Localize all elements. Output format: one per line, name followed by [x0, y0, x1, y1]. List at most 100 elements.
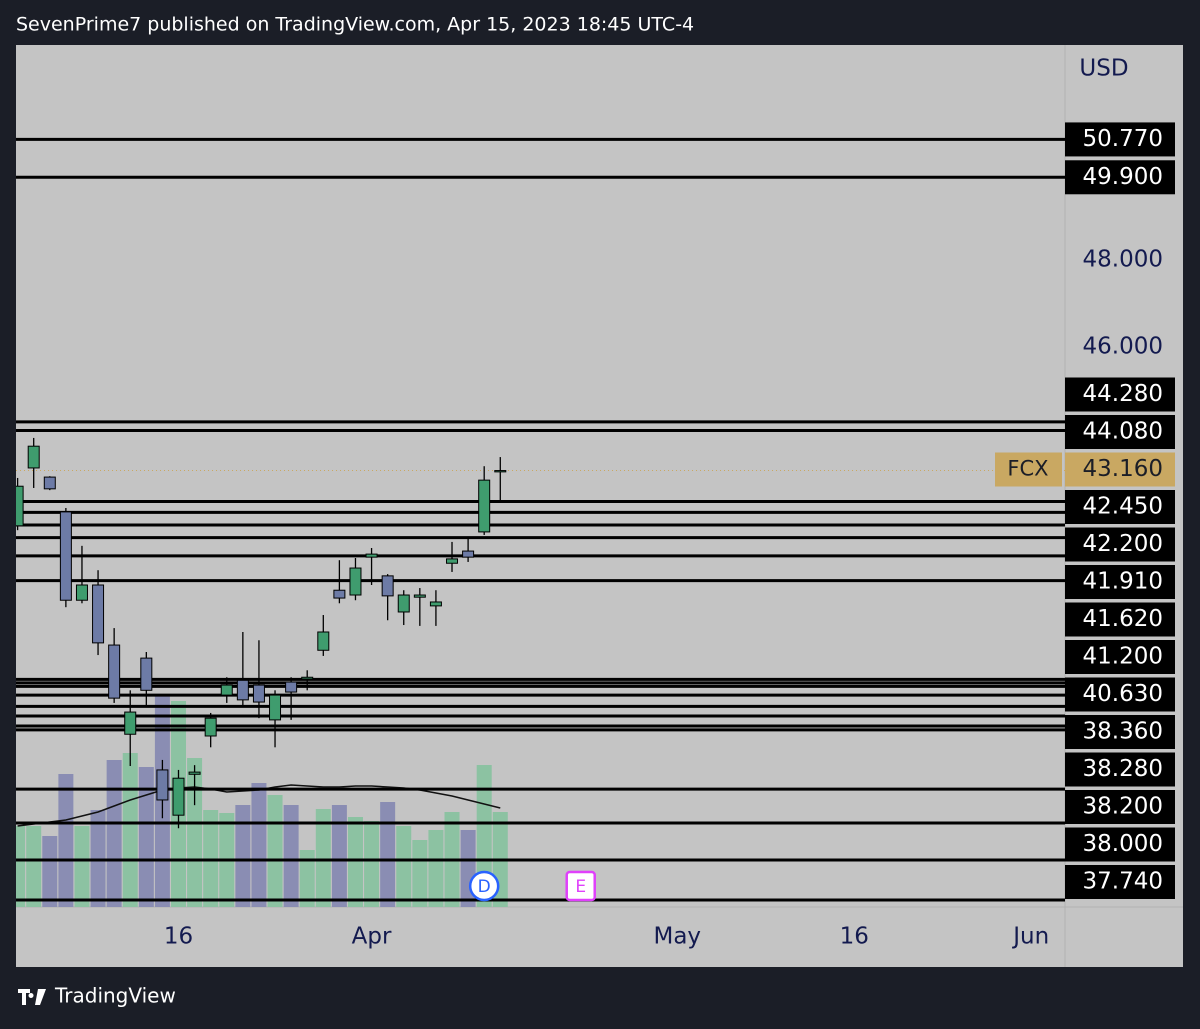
- plot-area: [16, 137, 1065, 907]
- currency-label: USD: [1079, 56, 1128, 82]
- volume-bar: [315, 809, 331, 907]
- volume-bar: [16, 826, 26, 907]
- price-label: 44.280: [1083, 381, 1163, 407]
- price-label: 38.360: [1083, 719, 1163, 745]
- price-label: 38.000: [1083, 831, 1163, 857]
- price-label: 43.160: [1083, 456, 1163, 482]
- candle-body: [108, 644, 121, 699]
- volume-bar: [42, 836, 58, 907]
- candle-body: [269, 694, 282, 721]
- price-label-box: [1065, 827, 1175, 862]
- volume-bar: [380, 802, 396, 907]
- candle-body: [92, 584, 105, 644]
- volume-bar: [122, 753, 138, 907]
- volume-bar: [106, 760, 122, 907]
- price-label: 42.200: [1083, 531, 1163, 557]
- candle-body: [365, 553, 378, 558]
- candle-body: [381, 575, 394, 597]
- volume-bar: [90, 810, 106, 907]
- candle-body: [397, 594, 410, 613]
- price-label: 42.450: [1083, 494, 1163, 520]
- volume-bar: [187, 758, 203, 907]
- price-label: 41.200: [1083, 644, 1163, 670]
- price-label: 40.630: [1083, 681, 1163, 707]
- price-label: 50.770: [1083, 126, 1163, 152]
- candle-body: [75, 584, 88, 601]
- x-tick-label: Apr: [352, 924, 392, 950]
- price-label-box: [1065, 122, 1175, 157]
- candle-body: [220, 684, 233, 696]
- x-tick-label: 16: [164, 924, 193, 950]
- price-label-box: [1065, 527, 1175, 562]
- candle-body: [124, 711, 137, 735]
- volume-bar: [267, 795, 283, 907]
- price-label-box: [1065, 790, 1175, 824]
- price-label-box: [1065, 865, 1175, 899]
- price-label-box: [1065, 377, 1175, 412]
- footer-text: TradingView: [54, 984, 176, 1008]
- price-label-box: [1065, 415, 1175, 449]
- volume-bar: [74, 826, 90, 907]
- volume-bar: [26, 826, 42, 907]
- tradingview-logo: TradingView: [18, 984, 176, 1008]
- candle-body: [333, 589, 346, 599]
- volume-bar: [428, 830, 444, 907]
- price-label-box: [1065, 452, 1175, 487]
- x-tick-label: Jun: [1011, 924, 1049, 950]
- price-label: 38.200: [1083, 794, 1163, 820]
- candle-body: [413, 594, 426, 598]
- candle-body: [204, 717, 217, 737]
- volume-bar: [138, 767, 154, 907]
- volume-bar: [347, 817, 363, 907]
- candle-body: [317, 631, 330, 651]
- candle-body: [43, 476, 56, 490]
- event-marker: [565, 870, 596, 902]
- logo-icon: [18, 989, 46, 1005]
- candle-body: [285, 681, 298, 693]
- volume-bar: [299, 850, 315, 907]
- candle-body: [140, 657, 153, 691]
- candle-body: [349, 567, 362, 596]
- volume-bar: [203, 810, 219, 907]
- price-label-box: [1065, 602, 1175, 637]
- price-label-box: [1065, 565, 1175, 599]
- candle-body: [429, 601, 442, 607]
- candle-body: [188, 771, 201, 775]
- volume-bar: [235, 805, 251, 907]
- y-tick-label: 46.000: [1083, 333, 1163, 359]
- candle-body: [478, 479, 491, 533]
- price-label: 38.280: [1083, 756, 1163, 782]
- candle-body: [156, 769, 169, 801]
- y-tick-label: 48.000: [1083, 246, 1163, 272]
- volume-bar: [364, 821, 380, 907]
- event-label: E: [575, 877, 586, 897]
- candle-body: [462, 550, 475, 558]
- candle-body: [252, 684, 265, 703]
- price-label-box: [1065, 677, 1175, 712]
- price-label-box: [1065, 715, 1175, 749]
- volume-bar: [58, 774, 74, 907]
- price-label: 41.910: [1083, 569, 1163, 595]
- price-label-box: [1065, 640, 1175, 674]
- price-label-box: [1065, 490, 1175, 524]
- price-label: 37.740: [1083, 869, 1163, 895]
- symbol-label-box: [995, 452, 1062, 487]
- volume-bar: [283, 805, 299, 907]
- symbol-label: FCX: [1007, 457, 1048, 481]
- candle-body: [301, 676, 314, 680]
- candle-body: [494, 470, 507, 473]
- candle-body: [446, 558, 459, 564]
- event-marker: [468, 870, 500, 902]
- volume-bar: [331, 805, 347, 907]
- x-tick-label: May: [653, 924, 701, 950]
- price-label-box: [1065, 160, 1175, 195]
- header-text: SevenPrime7 published on TradingView.com…: [16, 14, 694, 36]
- volume-bar: [412, 840, 428, 907]
- price-label: 44.080: [1083, 419, 1163, 445]
- price-label-box: [1065, 752, 1175, 787]
- candle-body: [59, 511, 72, 601]
- candle-body: [236, 679, 249, 701]
- candle-body: [27, 445, 40, 469]
